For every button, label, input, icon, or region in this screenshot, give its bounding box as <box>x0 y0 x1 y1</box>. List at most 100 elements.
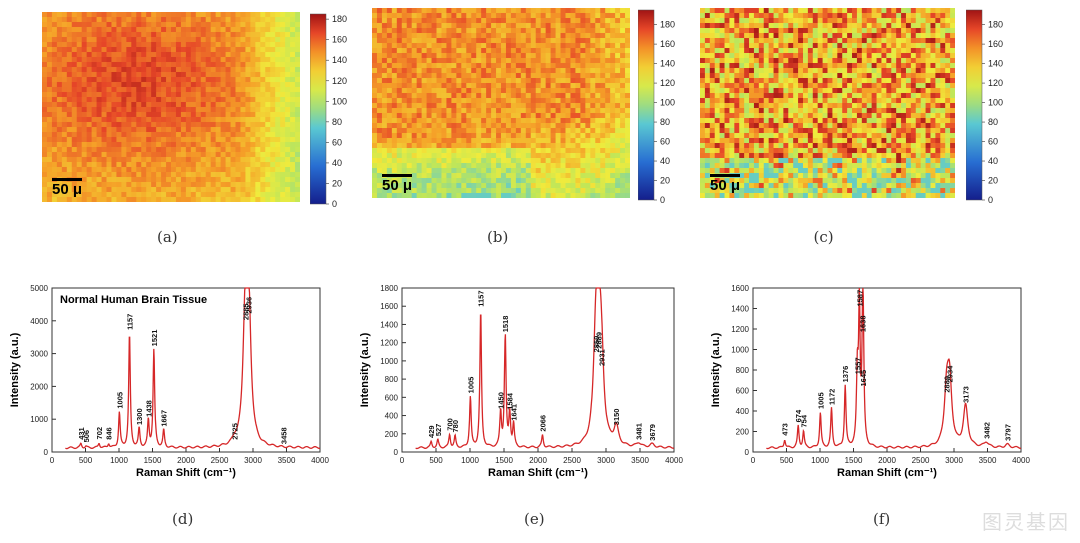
peak-label: 431 <box>77 427 86 440</box>
raman-chart-0: 0 500 1000 1500 2000 2500 3000 3500 4000 0 1000 200… <box>9 284 329 479</box>
colorbar-tick: 60 <box>332 137 342 147</box>
x-tick-label: 3000 <box>597 456 615 465</box>
y-tick-label: 2000 <box>30 382 48 391</box>
peak-label: 1157 <box>477 290 486 306</box>
colorbar-tick: 20 <box>332 178 342 188</box>
panel-label-e: (e) <box>524 510 545 528</box>
scale-bar-label: 50 μ <box>52 181 82 198</box>
peak-label: 1005 <box>466 377 475 394</box>
x-tick-label: 2000 <box>529 456 547 465</box>
peak-label: 674 <box>794 409 803 422</box>
y-tick-label: 200 <box>385 430 399 439</box>
colorbar-tick: 80 <box>660 117 670 127</box>
y-axis-label: Intensity (a.u.) <box>9 332 21 407</box>
colorbar-c: 0 20 40 60 80 100 120 140 160 180 <box>966 9 1003 205</box>
peak-label: 2931 <box>597 349 606 366</box>
heatmap-b: 50 μ <box>372 8 630 198</box>
x-tick-label: 3500 <box>631 456 649 465</box>
colorbar-tick: 140 <box>332 55 347 65</box>
peak-label: 2889 <box>594 332 603 349</box>
peak-label: 506 <box>82 430 91 443</box>
panel-label-f: (f) <box>873 510 891 528</box>
x-tick-label: 1500 <box>845 456 863 465</box>
colorbar-tick: 160 <box>332 35 347 45</box>
peak-label: 3481 <box>635 423 644 440</box>
y-axis-label: Intensity (a.u.) <box>359 332 371 407</box>
scale-bar-label: 50 μ <box>382 177 412 194</box>
y-tick-label: 1400 <box>380 320 398 329</box>
colorbar-tick: 120 <box>332 76 347 86</box>
peak-label: 2936 <box>245 297 254 314</box>
x-tick-label: 0 <box>751 456 756 465</box>
y-axis-label: Intensity (a.u.) <box>710 332 722 407</box>
raman-chart-2: 0 500 1000 1500 2000 2500 3000 3500 4000 0 200 400 6… <box>710 284 1030 479</box>
colorbar-tick: 120 <box>660 78 675 88</box>
x-tick-label: 2500 <box>211 456 229 465</box>
colorbar-a: 0 20 40 60 80 100 120 140 160 180 <box>310 13 347 209</box>
peak-label: 3458 <box>280 427 289 444</box>
colorbar-tick: 0 <box>988 195 993 205</box>
x-tick-label: 3000 <box>244 456 262 465</box>
x-tick-label: 0 <box>50 456 55 465</box>
y-tick-label: 3000 <box>30 350 48 359</box>
scale-bar <box>710 174 740 177</box>
x-tick-label: 2500 <box>912 456 930 465</box>
y-tick-label: 1600 <box>380 302 398 311</box>
scale-bar-label: 50 μ <box>710 177 740 194</box>
heatmap-a: 50 μ <box>42 12 300 202</box>
peak-label: 2885 <box>241 303 250 320</box>
peak-label: 3482 <box>982 422 991 439</box>
y-tick-label: 600 <box>736 387 750 396</box>
y-tick-label: 1000 <box>380 357 398 366</box>
peak-label: 1005 <box>115 392 124 409</box>
colorbar-tick: 180 <box>660 20 675 30</box>
colorbar-tick: 160 <box>988 39 1003 49</box>
y-tick-label: 200 <box>736 428 750 437</box>
peak-label: 2066 <box>538 415 547 432</box>
x-axis-label: Raman Shift (cm⁻¹) <box>488 467 588 479</box>
colorbar-tick: 140 <box>660 59 675 69</box>
peak-label: 1584 <box>506 392 515 410</box>
y-tick-label: 1000 <box>731 346 749 355</box>
x-tick-label: 1000 <box>461 456 479 465</box>
x-tick-label: 3000 <box>945 456 963 465</box>
colorbar-tick: 40 <box>660 156 670 166</box>
y-tick-label: 1200 <box>731 325 749 334</box>
colorbar-b: 0 20 40 60 80 100 120 140 160 180 <box>638 9 675 205</box>
peak-label: 1641 <box>510 404 519 421</box>
x-tick-label: 0 <box>400 456 405 465</box>
y-tick-label: 1400 <box>731 305 749 314</box>
plot-frame <box>752 287 1022 453</box>
colorbar-tick: 0 <box>332 199 337 209</box>
peak-label: 846 <box>105 427 114 440</box>
y-tick-label: 400 <box>385 412 399 421</box>
x-tick-label: 1500 <box>144 456 162 465</box>
peak-label: 473 <box>781 423 790 436</box>
peak-label: 1667 <box>160 410 169 427</box>
peak-label: 1438 <box>144 400 153 417</box>
colorbar-tick: 100 <box>660 98 675 108</box>
y-tick-label: 1000 <box>30 415 48 424</box>
peak-label: 1557 <box>853 358 862 375</box>
y-tick-label: 4000 <box>30 317 48 326</box>
colorbar-tick: 40 <box>988 156 998 166</box>
peak-label: 1587 <box>855 290 864 307</box>
x-tick-label: 1000 <box>811 456 829 465</box>
x-axis-label: Raman Shift (cm⁻¹) <box>837 467 937 479</box>
x-tick-label: 500 <box>79 456 93 465</box>
peak-label: 1521 <box>150 330 159 347</box>
colorbar-tick: 180 <box>332 14 347 24</box>
peak-label: 1645 <box>859 370 868 387</box>
colorbar-tick: 120 <box>988 78 1003 88</box>
y-tick-label: 600 <box>385 393 399 402</box>
colorbar-tick: 160 <box>660 39 675 49</box>
colorbar-tick: 100 <box>332 96 347 106</box>
peak-label: 527 <box>434 424 443 437</box>
peak-label: 3797 <box>1003 424 1012 441</box>
y-tick-label: 1200 <box>380 339 398 348</box>
y-tick-label: 800 <box>385 375 399 384</box>
colorbar-tick: 80 <box>332 117 342 127</box>
x-tick-label: 500 <box>780 456 794 465</box>
x-tick-label: 1000 <box>110 456 128 465</box>
x-tick-label: 500 <box>429 456 443 465</box>
